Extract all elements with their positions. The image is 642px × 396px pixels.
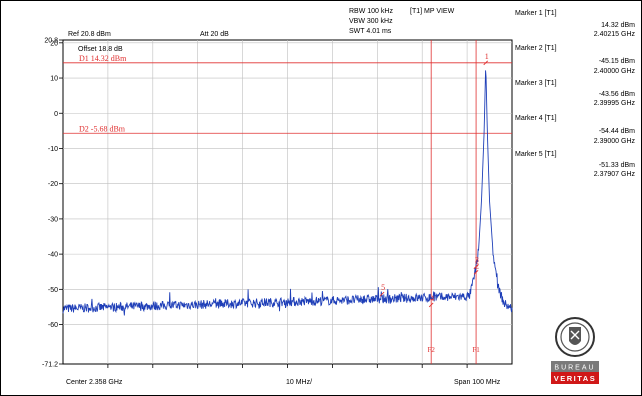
division-label: 10 MHz/ bbox=[286, 379, 313, 386]
marker-level: -51.33 dBm bbox=[598, 162, 635, 169]
y-tick-label: -30 bbox=[48, 216, 58, 223]
marker-title: Marker 4 [T1] bbox=[515, 115, 557, 122]
marker-level: -45.15 dBm bbox=[598, 58, 635, 65]
marker-label: 4 bbox=[430, 294, 434, 303]
y-tick-label: -50 bbox=[48, 287, 58, 294]
marker-frequency: 2.37907 GHz bbox=[593, 171, 635, 178]
marker-label: 5 bbox=[381, 283, 385, 292]
y-tick-label: -40 bbox=[48, 252, 58, 259]
y-tick-label: 10 bbox=[50, 76, 58, 83]
display-line-label: D2 -5.68 dBm bbox=[79, 124, 126, 133]
y-tick-label: -20 bbox=[48, 181, 58, 188]
attenuation-label: Att 20 dB bbox=[200, 31, 229, 38]
marker-level: -54.44 dBm bbox=[598, 128, 635, 135]
marker-label: 1 bbox=[485, 52, 489, 61]
marker-symbol bbox=[379, 291, 385, 297]
spectrum-trace bbox=[62, 70, 513, 316]
y-tick-label: -60 bbox=[48, 322, 58, 329]
marker-symbol bbox=[483, 60, 489, 66]
logo-text-bottom: VERITAS bbox=[554, 374, 596, 383]
logo-text-top: BUREAU bbox=[554, 365, 595, 372]
y-tick-label: 0 bbox=[54, 111, 58, 118]
y-tick-label: 20.8 bbox=[44, 38, 58, 45]
y-tick-label: -71.2 bbox=[42, 362, 58, 369]
marker-level: 14.32 dBm bbox=[601, 22, 635, 29]
y-tick-label: -10 bbox=[48, 146, 58, 153]
marker-frequency: 2.40215 GHz bbox=[593, 31, 635, 38]
marker-symbol bbox=[473, 269, 479, 275]
frequency-line-label: F2 bbox=[427, 346, 435, 354]
display-line-label: D1 14.32 dBm bbox=[79, 54, 127, 63]
marker-title: Marker 1 [T1] bbox=[515, 10, 557, 17]
center-frequency-label: Center 2.358 GHz bbox=[66, 379, 123, 386]
marker-symbol bbox=[473, 264, 479, 269]
marker-frequency: 2.39000 GHz bbox=[593, 138, 635, 145]
swt-label: SWT 4.01 ms bbox=[349, 28, 392, 35]
trace-mode-label: [T1] MP VIEW bbox=[410, 8, 455, 15]
marker-label: 3 bbox=[475, 256, 479, 265]
frequency-line-label: F1 bbox=[472, 346, 480, 354]
marker-symbol bbox=[428, 302, 434, 308]
marker-level: -43.56 dBm bbox=[598, 91, 635, 98]
rbw-label: RBW 100 kHz bbox=[349, 8, 393, 15]
marker-title: Marker 3 [T1] bbox=[515, 80, 557, 87]
marker-frequency: 2.39995 GHz bbox=[593, 100, 635, 107]
marker-frequency: 2.40000 GHz bbox=[593, 68, 635, 75]
offset-label: Offset 18.8 dB bbox=[78, 46, 123, 53]
marker-title: Marker 2 [T1] bbox=[515, 45, 557, 52]
ref-level-label: Ref 20.8 dBm bbox=[68, 31, 111, 38]
y-tick-label: 20 bbox=[50, 40, 58, 47]
bureau-veritas-logo: BUREAU VERITAS bbox=[551, 317, 599, 384]
span-label: Span 100 MHz bbox=[454, 379, 501, 386]
vbw-label: VBW 300 kHz bbox=[349, 18, 393, 25]
marker-title: Marker 5 [T1] bbox=[515, 151, 557, 158]
